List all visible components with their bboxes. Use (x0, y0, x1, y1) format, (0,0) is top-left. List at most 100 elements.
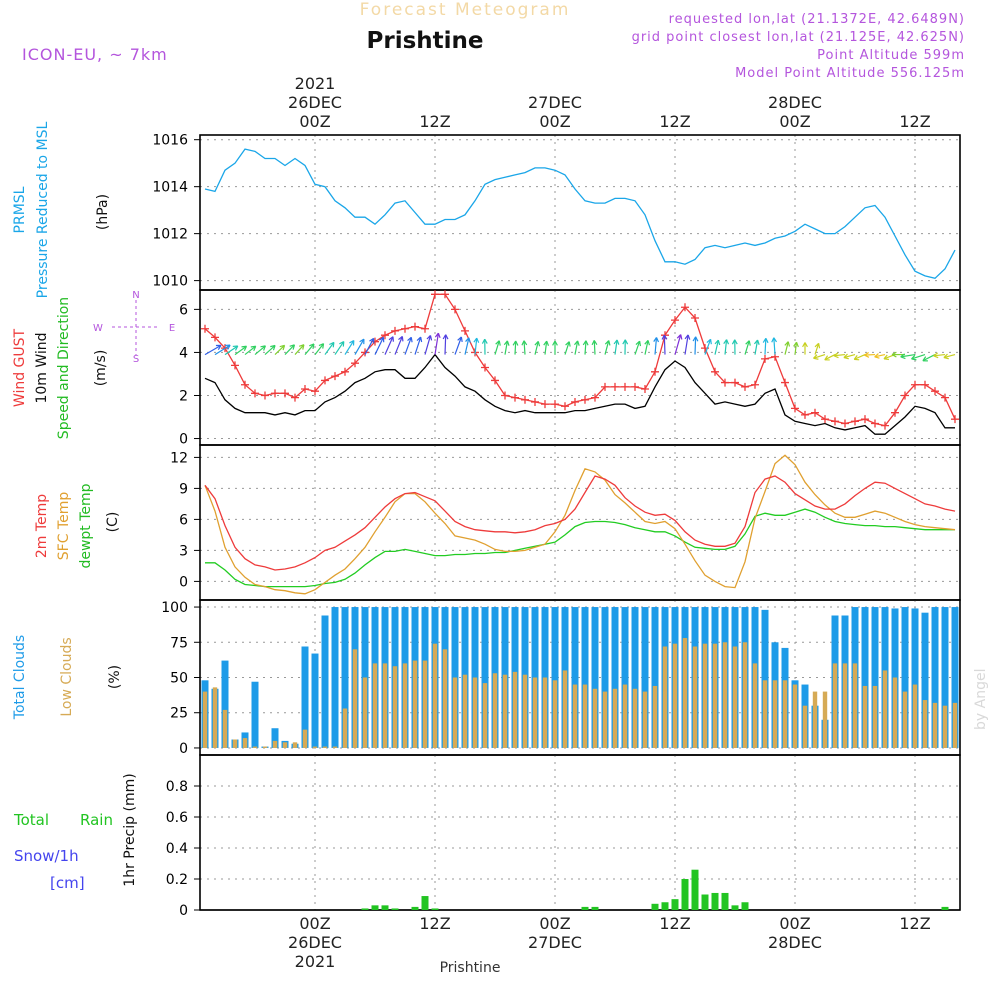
low-clouds-bar (282, 742, 288, 748)
wind-direction-arrow (304, 343, 315, 355)
wind-direction-arrow (523, 340, 526, 355)
low-clouds-bar (432, 643, 438, 748)
low-clouds-bar (452, 677, 458, 748)
wind-direction-arrowhead (442, 334, 449, 340)
wind-direction-arrow (384, 336, 394, 355)
wind-gust-marker (501, 391, 509, 400)
low-clouds-bar (902, 691, 908, 748)
rain-bar (361, 908, 369, 910)
rain-bar (591, 906, 599, 910)
wind-gust-marker (541, 400, 549, 409)
low-clouds-bar (262, 746, 268, 748)
wind-direction-arrowhead (543, 340, 550, 346)
wind-gust-marker (561, 402, 569, 411)
wind-direction-arrow (224, 345, 239, 356)
wind-direction-arrow (254, 345, 266, 356)
top-time-label: 27DEC (528, 93, 582, 112)
info-requested: requested lon,lat (21.1372E, 42.6489N) (669, 12, 965, 27)
wind-direction-arrowhead (731, 339, 738, 345)
total-clouds-bar (321, 615, 329, 748)
label-percent: (%) (107, 665, 123, 689)
low-clouds-bar (702, 643, 708, 748)
wind-direction-arrowhead (933, 352, 939, 359)
bottom-time-label: 12Z (419, 914, 450, 933)
wind-gust-marker (201, 324, 209, 333)
rain-bar (691, 869, 699, 910)
wind-gust-marker (871, 419, 879, 428)
wind-direction-arrow (644, 340, 649, 355)
wind-direction-arrowhead (339, 341, 345, 347)
wind-gust-marker (821, 415, 829, 424)
low-clouds-bar (542, 677, 548, 748)
wind-gust-marker (271, 389, 279, 398)
top-time-label: 2021 (295, 74, 336, 93)
wind-direction-arrow (374, 336, 384, 355)
wind-direction-arrow (294, 344, 305, 355)
wind-direction-arrow (922, 354, 936, 362)
y-tick-label: 6 (179, 512, 188, 528)
wind-direction-arrow (900, 353, 916, 358)
wind-direction-arrowhead (676, 334, 683, 340)
low-clouds-bar (592, 688, 598, 748)
y-tick-label: 0 (179, 574, 188, 590)
wind-gust-marker (811, 408, 819, 417)
y-tick-label: 12 (170, 450, 188, 466)
label-pressure-msl: Pressure Reduced to MSL (35, 121, 51, 298)
wind-direction-arrow (584, 340, 587, 355)
bottom-time-label: 27DEC (528, 933, 582, 952)
wind-direction-arrow (454, 336, 462, 355)
wind-gust-marker (901, 391, 909, 400)
total-clouds-bar (581, 607, 589, 748)
y-tick-label: 2 (179, 388, 188, 404)
wind-gust-marker (711, 367, 719, 376)
low-clouds-bar (292, 742, 298, 748)
wind-direction-arrowhead (260, 345, 266, 351)
low-clouds-bar (722, 642, 728, 748)
wind-direction-arrow (564, 341, 570, 355)
rain-bar (381, 905, 389, 910)
wind-gust-marker (321, 376, 329, 385)
wind-direction-arrowhead (225, 344, 231, 350)
label-dewpt-temp: dewpt Temp (78, 483, 94, 568)
top-time-label: 00Z (539, 112, 570, 131)
wind-direction-arrow (634, 340, 641, 355)
wind-direction-arrowhead (591, 340, 598, 346)
model-label: ICON-EU, ~ 7km (22, 45, 168, 64)
wind-direction-arrow (214, 344, 231, 356)
total-clouds-bar (761, 609, 769, 748)
wind-gust-marker (401, 324, 409, 333)
wind-direction-arrowhead (503, 340, 510, 346)
wind-direction-arrow (704, 339, 712, 355)
wind-direction-arrow (474, 338, 478, 355)
wind-direction-arrow (544, 341, 548, 355)
wind-direction-arrow (334, 341, 345, 355)
wind-gust-marker (631, 382, 639, 391)
low-clouds-bar (662, 646, 668, 748)
low-clouds-bar (782, 680, 788, 748)
wind-gust-marker (311, 387, 319, 396)
bottom-time-label: 12Z (899, 914, 930, 933)
wind-gust-marker (751, 380, 759, 389)
wind-direction-arrow (911, 354, 926, 360)
top-time-label: 26DEC (288, 93, 342, 112)
wind-direction-arrow (604, 340, 610, 355)
wind-gust-marker (911, 380, 919, 389)
rain-bar (411, 906, 419, 910)
low-clouds-bar (742, 642, 748, 748)
wind-direction-arrow (724, 339, 728, 355)
wind-gust-marker (941, 393, 949, 402)
wind-direction-arrowhead (762, 337, 769, 344)
total-clouds-bar (901, 607, 909, 748)
wind-direction-arrowhead (457, 336, 463, 343)
low-clouds-bar (522, 674, 528, 748)
low-clouds-bar (502, 674, 508, 748)
wind-gust-marker (641, 385, 649, 394)
wind-gust-marker (421, 324, 429, 333)
wind-direction-arrowhead (714, 339, 721, 346)
total-clouds-bar (481, 607, 489, 748)
wind-direction-arrow (744, 340, 750, 355)
wind-gust-marker (801, 410, 809, 419)
label-speed-direction: Speed and Direction (56, 297, 72, 439)
total-clouds-bar (651, 607, 659, 748)
